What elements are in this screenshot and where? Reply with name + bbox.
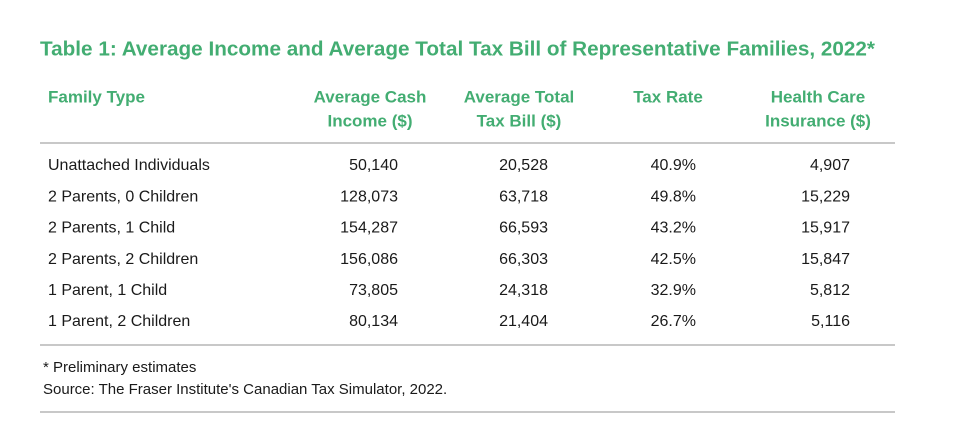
column-header: Family Type xyxy=(48,87,145,106)
table-cell: 20,528 xyxy=(499,157,548,174)
table-title: Table 1: Average Income and Average Tota… xyxy=(40,38,875,60)
table-cell: 66,593 xyxy=(499,220,548,237)
table-cell: 24,318 xyxy=(499,282,548,299)
row-label: 2 Parents, 1 Child xyxy=(48,220,175,237)
table-cell: 15,847 xyxy=(801,251,850,268)
table-cell: 15,229 xyxy=(801,188,850,205)
row-label: 2 Parents, 2 Children xyxy=(48,251,198,268)
row-label: 1 Parent, 2 Children xyxy=(48,313,190,330)
table-cell: 66,303 xyxy=(499,251,548,268)
column-header: Tax Bill ($) xyxy=(477,111,562,130)
table-cell: 15,917 xyxy=(801,220,850,237)
column-header: Insurance ($) xyxy=(765,111,871,130)
table-cell: 63,718 xyxy=(499,188,548,205)
table-cell: 50,140 xyxy=(349,157,398,174)
table-cell: 21,404 xyxy=(499,313,548,330)
table-cell: 4,907 xyxy=(810,157,850,174)
table-cell: 5,116 xyxy=(811,313,850,330)
footnote: * Preliminary estimates xyxy=(43,359,196,376)
table-cell: 43.2% xyxy=(651,220,696,237)
column-header: Average Total xyxy=(464,87,575,106)
table-cell: 40.9% xyxy=(651,157,696,174)
table-cell: 49.8% xyxy=(651,188,696,205)
table-cell: 154,287 xyxy=(340,220,398,237)
row-label: Unattached Individuals xyxy=(48,157,210,174)
table-cell: 73,805 xyxy=(349,282,398,299)
row-label: 1 Parent, 1 Child xyxy=(48,282,167,299)
column-header: Average Cash xyxy=(314,87,427,106)
row-label: 2 Parents, 0 Children xyxy=(48,188,198,205)
table-cell: 42.5% xyxy=(651,251,696,268)
table-cell: 156,086 xyxy=(340,251,398,268)
column-header: Tax Rate xyxy=(633,87,703,106)
column-header: Health Care xyxy=(771,87,865,106)
table-cell: 80,134 xyxy=(349,313,398,330)
column-header: Income ($) xyxy=(327,111,412,130)
source-note: Source: The Fraser Institute's Canadian … xyxy=(43,381,447,398)
table-cell: 26.7% xyxy=(651,313,696,330)
table-cell: 128,073 xyxy=(340,188,398,205)
table-cell: 32.9% xyxy=(651,282,696,299)
table-cell: 5,812 xyxy=(810,282,850,299)
